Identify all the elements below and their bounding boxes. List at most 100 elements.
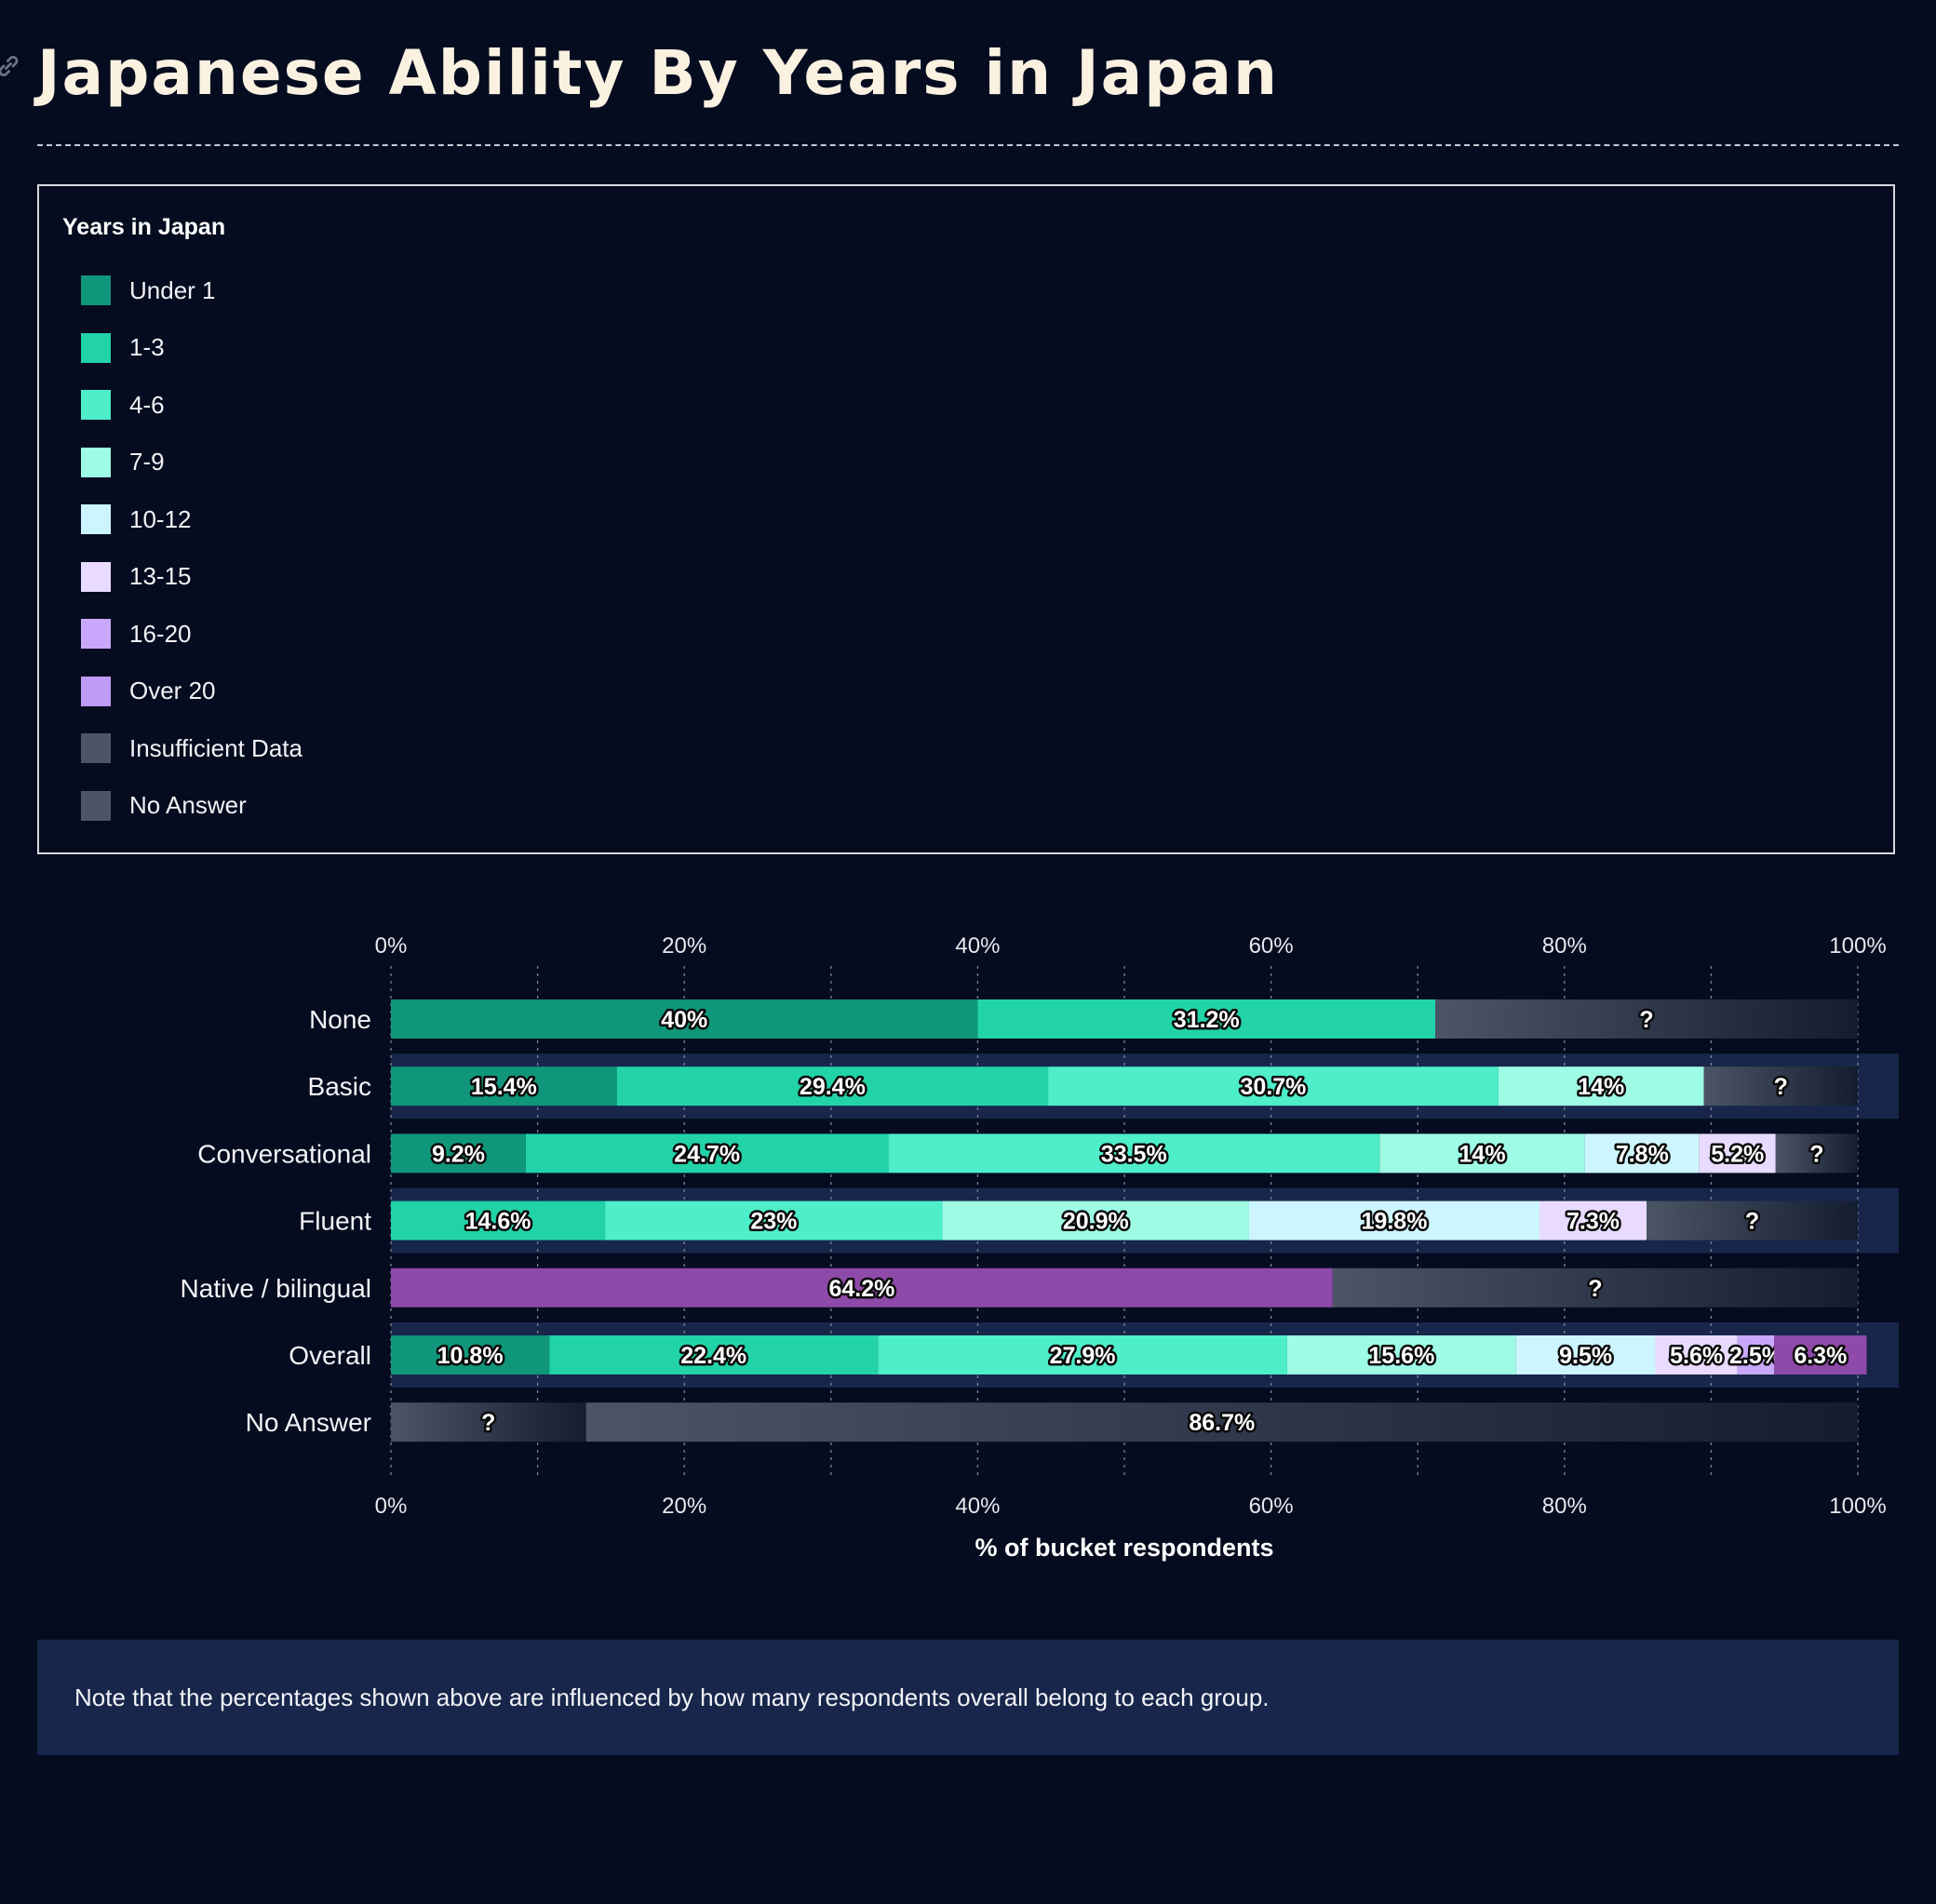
bar-value-label: ? xyxy=(1809,1141,1823,1167)
bar-segment[interactable] xyxy=(1379,1133,1585,1173)
bar-segment[interactable] xyxy=(1539,1200,1647,1240)
category-label: None xyxy=(309,1005,371,1034)
legend-label: No Answer xyxy=(129,791,247,819)
legend-swatch xyxy=(81,790,111,821)
legend-swatch xyxy=(81,275,111,305)
legend-item-13-15[interactable]: 13-15 xyxy=(81,561,192,592)
bar-segment[interactable] xyxy=(1699,1133,1776,1173)
bar-segment[interactable] xyxy=(549,1335,879,1374)
category-label: No Answer xyxy=(246,1408,371,1437)
x-tick-label-top: 20% xyxy=(662,933,706,959)
page-title: Japanese Ability By Years in Japan xyxy=(37,37,1279,109)
bar-segment[interactable] xyxy=(391,1267,1333,1307)
bar-segment[interactable] xyxy=(1584,1133,1700,1173)
bar-value-label: 30.7% xyxy=(1241,1074,1307,1100)
x-axis-title: % of bucket respondents xyxy=(975,1534,1273,1562)
bar-segment[interactable] xyxy=(1775,1133,1858,1173)
legend-item-over-20[interactable]: Over 20 xyxy=(81,676,216,706)
legend-item-10-12[interactable]: 10-12 xyxy=(81,504,192,534)
legend: Years in Japan Under 1 1-3 4-6 7-9 10-12 13-1… xyxy=(37,184,1895,854)
legend-swatch xyxy=(81,447,111,477)
legend-label: 7-9 xyxy=(129,448,165,476)
bar-segment[interactable] xyxy=(1332,1267,1858,1307)
category-label: Overall xyxy=(289,1341,371,1370)
bar-segment[interactable] xyxy=(1655,1335,1738,1374)
category-label: Native / bilingual xyxy=(181,1274,371,1303)
x-tick-label-top: 80% xyxy=(1542,933,1587,959)
x-tick-label-top: 60% xyxy=(1249,933,1294,959)
note-text: Note that the percentages shown above ar… xyxy=(74,1683,1270,1711)
bar-value-label: 33.5% xyxy=(1101,1141,1167,1167)
bar-segment[interactable] xyxy=(616,1066,1049,1106)
bar-segment[interactable] xyxy=(525,1133,889,1173)
bar-value-label: 29.4% xyxy=(800,1074,866,1100)
legend-swatch xyxy=(81,733,111,763)
bar-segment[interactable] xyxy=(977,999,1436,1039)
x-tick-label-bottom: 40% xyxy=(955,1494,1000,1519)
bar-segment[interactable] xyxy=(391,1335,550,1374)
bar-value-label: 19.8% xyxy=(1362,1209,1428,1235)
bar-value-label: 14.6% xyxy=(465,1209,531,1235)
bar-value-label: 64.2% xyxy=(828,1276,894,1302)
bar-segment[interactable] xyxy=(391,1133,526,1173)
bar-value-label: 15.6% xyxy=(1368,1343,1434,1369)
legend-swatch xyxy=(81,619,111,649)
legend-swatch xyxy=(81,676,111,706)
bar-segment[interactable] xyxy=(878,1335,1287,1374)
legend-label: 13-15 xyxy=(129,562,192,590)
bar-segment[interactable] xyxy=(1737,1335,1775,1374)
legend-label: Over 20 xyxy=(129,677,216,704)
category-label: Conversational xyxy=(197,1139,371,1168)
legend-item-16-20[interactable]: 16-20 xyxy=(81,619,192,649)
legend-swatch xyxy=(81,504,111,534)
bar-segment[interactable] xyxy=(888,1133,1380,1173)
legend-item-no-answer[interactable]: No Answer xyxy=(81,790,247,821)
bar-segment[interactable] xyxy=(391,999,978,1039)
bar-segment[interactable] xyxy=(1435,999,1858,1039)
legend-item-7-9[interactable]: 7-9 xyxy=(81,447,165,477)
x-tick-label-bottom: 60% xyxy=(1249,1494,1294,1519)
x-tick-label-bottom: 100% xyxy=(1829,1494,1886,1519)
bar-value-label: 14% xyxy=(1459,1141,1506,1167)
bar-segment[interactable] xyxy=(391,1066,617,1106)
legend-label: Insufficient Data xyxy=(129,733,302,762)
legend-label: 4-6 xyxy=(129,390,165,419)
legend-item-4-6[interactable]: 4-6 xyxy=(81,390,165,420)
bar-value-label: 23% xyxy=(750,1209,797,1235)
stacked-bar-chart: 0% 0% 20% 20% 40% 40% 60% 60% 80% 80% 100% 100% % of… xyxy=(181,933,1899,1562)
title-divider xyxy=(37,144,1899,146)
legend-swatch xyxy=(81,561,111,592)
bar-segment[interactable] xyxy=(585,1402,1859,1442)
bar-value-label: 22.4% xyxy=(680,1343,746,1369)
bar-segment[interactable] xyxy=(391,1200,606,1240)
bar-value-label: 31.2% xyxy=(1174,1007,1240,1033)
bar-segment[interactable] xyxy=(1048,1066,1499,1106)
legend-item-insufficient-data[interactable]: Insufficient Data xyxy=(81,733,302,763)
legend-swatch xyxy=(81,390,111,420)
bar-value-label: 40% xyxy=(661,1007,707,1033)
legend-item-under-1[interactable]: Under 1 xyxy=(81,275,216,305)
bar-segment[interactable] xyxy=(942,1200,1249,1240)
link-icon[interactable] xyxy=(0,52,22,80)
bar-segment[interactable] xyxy=(1248,1200,1540,1240)
bar-segment[interactable] xyxy=(1286,1335,1516,1374)
bar-segment[interactable] xyxy=(1774,1335,1867,1374)
bar-segment[interactable] xyxy=(1647,1200,1858,1240)
bar-value-label: 5.6% xyxy=(1670,1343,1723,1369)
bar-value-label: ? xyxy=(1745,1209,1759,1235)
bar-value-label: ? xyxy=(1639,1007,1653,1033)
bar-value-label: 5.2% xyxy=(1711,1141,1764,1167)
x-tick-label-top: 100% xyxy=(1829,933,1886,959)
bar-segment[interactable] xyxy=(605,1200,943,1240)
legend-label: 1-3 xyxy=(129,333,165,361)
bar-value-label: 15.4% xyxy=(471,1074,537,1100)
bar-segment[interactable] xyxy=(1515,1335,1656,1374)
bar-segment[interactable] xyxy=(1703,1066,1858,1106)
bar-value-label: 86.7% xyxy=(1189,1410,1255,1436)
bar-segment[interactable] xyxy=(391,1402,586,1442)
bar-value-label: 24.7% xyxy=(674,1141,740,1167)
bar-value-label: 10.8% xyxy=(437,1343,504,1369)
legend-item-1-3[interactable]: 1-3 xyxy=(81,332,165,363)
bar-segment[interactable] xyxy=(1498,1066,1704,1106)
category-label: Basic xyxy=(308,1072,371,1101)
